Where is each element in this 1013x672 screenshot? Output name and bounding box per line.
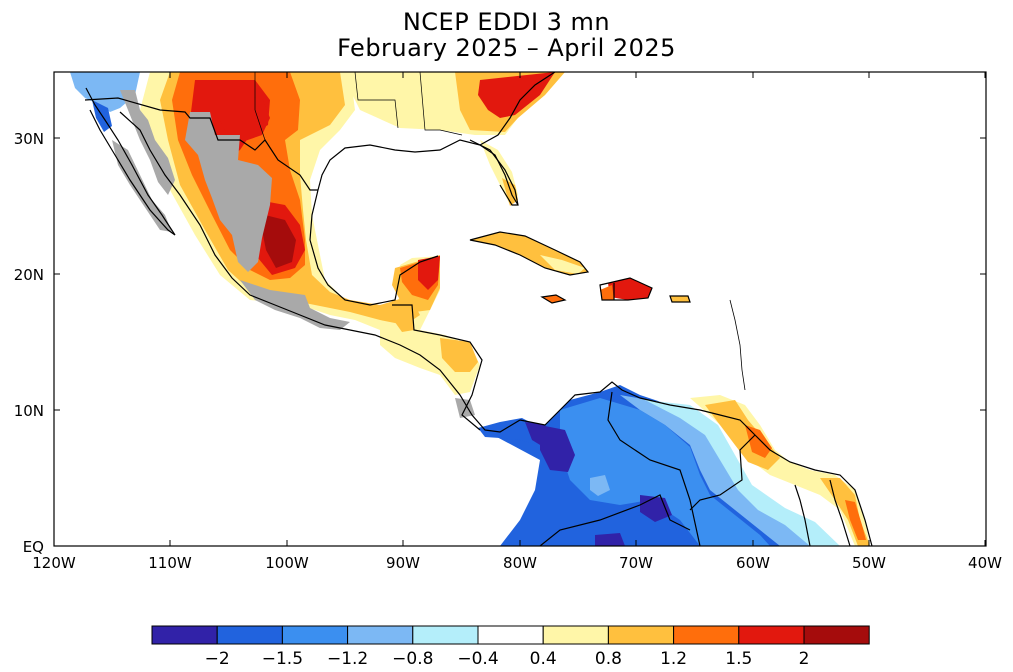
mexico-pacific-coast bbox=[119, 111, 521, 433]
colorbar-label: 0.4 bbox=[530, 649, 557, 669]
colorbar-swatch bbox=[412, 625, 479, 645]
hispaniola-outline bbox=[599, 277, 653, 301]
colorbar: −2 −1.5 −1.2 −0.8 −0.4 0.4 0.8 1.2 1.5 2 bbox=[151, 625, 870, 669]
colorbar-label: 0.8 bbox=[595, 649, 622, 669]
field-sa-darkblue-2 bbox=[640, 495, 672, 522]
lon-label-120w: 120W bbox=[32, 554, 76, 572]
field-panama-darkblue bbox=[525, 422, 552, 448]
colorbar-label: −1.5 bbox=[262, 649, 303, 669]
lon-label-70w: 70W bbox=[619, 554, 653, 572]
lon-label-100w: 100W bbox=[265, 554, 309, 572]
field-sa-medblue bbox=[560, 398, 770, 546]
us-mexico-border bbox=[84, 97, 318, 191]
colorbar-swatch bbox=[151, 625, 218, 645]
lat-label-20n: 20N bbox=[14, 266, 44, 284]
field-yucatan-red bbox=[418, 256, 440, 290]
field-ca-orange-2 bbox=[392, 300, 414, 332]
sa-north-coast bbox=[519, 381, 873, 546]
lon-label-80w: 80W bbox=[503, 554, 537, 572]
mexico-gulf-coast bbox=[309, 189, 439, 306]
colorbar-swatch bbox=[281, 625, 349, 645]
guyana-suriname-border bbox=[794, 484, 811, 546]
suriname-fg-border bbox=[829, 479, 851, 546]
no-data-south bbox=[240, 280, 350, 330]
lon-label-90w: 90W bbox=[386, 554, 420, 572]
colorbar-swatch bbox=[673, 625, 740, 645]
pr-outline bbox=[669, 295, 691, 303]
us-state-lines-3 bbox=[419, 72, 463, 136]
map-subtitle: February 2025 – April 2025 bbox=[337, 34, 676, 62]
colombia-venezuela-border bbox=[607, 391, 701, 546]
field-venezuela-darkorange bbox=[745, 425, 772, 458]
field-hispaniola-orange bbox=[600, 285, 614, 300]
boundaries bbox=[84, 72, 873, 546]
field-sa-darkblue-3 bbox=[595, 533, 625, 546]
colorbar-swatch bbox=[803, 625, 870, 645]
field-guyana-darkorange bbox=[845, 500, 866, 540]
field-sa-cyan bbox=[645, 400, 840, 546]
colombia-peru-border bbox=[539, 494, 691, 546]
cuba-outline bbox=[469, 231, 590, 276]
us-state-lines-2 bbox=[354, 72, 399, 129]
lat-label-eq: EQ bbox=[23, 538, 44, 556]
colorbar-swatch bbox=[477, 625, 544, 645]
lat-labels: EQ 10N 20N 30N bbox=[14, 130, 44, 556]
colorbar-label: −2 bbox=[205, 649, 230, 669]
baja-coast bbox=[85, 87, 176, 236]
no-data-baja bbox=[112, 140, 172, 232]
colorbar-label: 1.5 bbox=[725, 649, 752, 669]
colorbar-label: 2 bbox=[799, 649, 810, 669]
colorbar-swatch bbox=[738, 625, 805, 645]
ca-borders bbox=[392, 304, 483, 431]
colorbar-label: −1.2 bbox=[327, 649, 368, 669]
field-ca-orange bbox=[440, 338, 478, 372]
lesser-antilles bbox=[729, 299, 746, 391]
colorbar-swatch bbox=[216, 625, 283, 645]
no-data-sierra bbox=[185, 112, 272, 272]
colorbar-swatch bbox=[607, 625, 675, 645]
field-se-usa-red bbox=[478, 72, 555, 118]
field-baja-lightblue bbox=[70, 72, 140, 112]
field-mexico-darkred bbox=[262, 215, 296, 268]
lon-label-60w: 60W bbox=[736, 554, 770, 572]
florida-coast bbox=[469, 139, 519, 206]
field-sa-lightpatch bbox=[590, 475, 610, 496]
us-east-coast bbox=[479, 72, 556, 146]
colorbar-swatch bbox=[542, 625, 609, 645]
field-texas-red bbox=[215, 95, 270, 142]
colorbar-label: −0.8 bbox=[392, 649, 433, 669]
lon-label-50w: 50W bbox=[852, 554, 886, 572]
axis-ticks bbox=[53, 72, 986, 547]
venezuela-guyana-border bbox=[689, 434, 756, 511]
colorbar-label: −0.4 bbox=[457, 649, 498, 669]
us-state-lines bbox=[254, 72, 266, 141]
lat-label-30n: 30N bbox=[14, 130, 44, 148]
field-pr bbox=[670, 296, 690, 302]
lon-label-40w: 40W bbox=[968, 554, 1002, 572]
lon-label-110w: 110W bbox=[148, 554, 192, 572]
lon-labels: 120W 110W 100W 90W 80W 70W 60W 50W 40W bbox=[32, 554, 1002, 572]
field-cuba-light bbox=[540, 255, 585, 274]
lat-label-10n: 10N bbox=[14, 402, 44, 420]
gulf-coast bbox=[317, 139, 519, 206]
colorbar-swatch bbox=[347, 625, 414, 645]
jamaica-outline bbox=[540, 294, 567, 304]
map-title: NCEP EDDI 3 mn bbox=[402, 8, 611, 36]
colorbar-label: 1.2 bbox=[660, 649, 687, 669]
